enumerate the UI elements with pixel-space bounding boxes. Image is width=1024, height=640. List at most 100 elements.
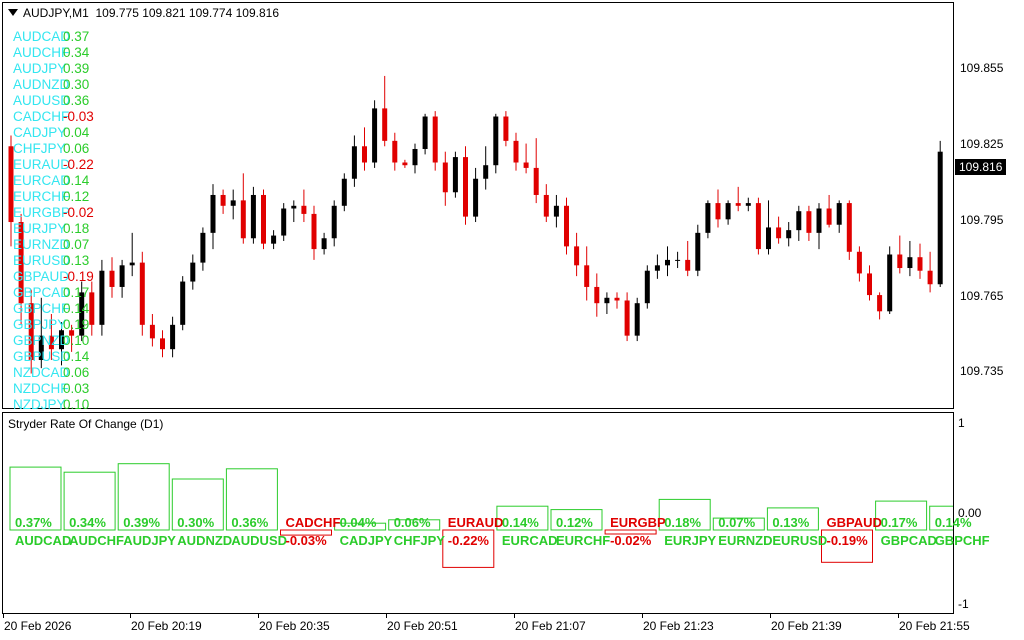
candle-body	[614, 297, 620, 301]
candle-body	[129, 262, 135, 266]
roc-bar-symbol: GBPCHF	[934, 533, 990, 548]
candle	[442, 151, 448, 206]
candle	[907, 240, 913, 277]
candle	[422, 113, 428, 155]
price-chart-panel[interactable]	[2, 2, 954, 409]
roc-bar-value: -0.22%	[447, 533, 489, 548]
candle-body	[493, 116, 499, 166]
candle-body	[362, 146, 367, 163]
overlay-value: -0.19	[63, 269, 94, 284]
candle-body	[877, 295, 883, 312]
candle	[452, 151, 458, 198]
roc-bar-value: 0.30%	[177, 515, 215, 530]
roc-bar-value: 0.39%	[123, 515, 161, 530]
price-tick: 109.825	[960, 137, 1004, 151]
roc-bar-audjpy	[117, 463, 170, 531]
candle-body	[311, 213, 317, 250]
candle	[109, 257, 115, 298]
overlay-value: 0.14	[63, 301, 90, 316]
candle	[69, 324, 75, 352]
candle	[261, 189, 266, 250]
current-price-tag: 109.816	[955, 159, 1007, 175]
dropdown-triangle-icon[interactable]	[8, 9, 18, 16]
candle	[463, 146, 468, 225]
roc-bar-value: 0.17%	[880, 515, 918, 530]
time-label: 20 Feb 20:19	[131, 619, 202, 633]
candle	[351, 135, 357, 187]
candle	[867, 265, 872, 301]
candle	[483, 146, 489, 190]
overlay-symbol: CADJPY	[13, 125, 67, 140]
indicator-panel[interactable]	[2, 412, 954, 614]
candle-body	[937, 151, 943, 285]
roc-bar-symbol: AUDCAD	[15, 533, 72, 548]
candle-body	[109, 270, 115, 287]
candle-body	[412, 148, 418, 166]
candle	[149, 314, 155, 347]
candle	[240, 173, 246, 244]
candle	[28, 289, 34, 374]
roc-bar-value: 0.18%	[664, 515, 702, 530]
candle	[927, 251, 933, 293]
candle-body	[715, 203, 721, 220]
candle-body	[705, 203, 711, 233]
overlay-value: 0.18	[63, 221, 90, 236]
candle-body	[271, 235, 277, 244]
candle-body	[139, 262, 145, 325]
candle	[776, 216, 782, 244]
roc-bar-symbol: EURGBP	[610, 515, 666, 530]
overlay-symbol: EURAUD	[13, 157, 71, 172]
candle-body	[725, 203, 731, 220]
candle-body	[846, 203, 852, 252]
candle	[543, 184, 549, 223]
candle	[826, 194, 832, 228]
roc-bar-value: 0.12%	[556, 515, 593, 530]
candle	[38, 297, 44, 369]
overlay-symbol: GBPAUD	[13, 269, 70, 284]
candle	[877, 292, 883, 320]
indicator-title: Stryder Rate Of Change (D1)	[8, 417, 164, 431]
candle-body	[190, 262, 196, 282]
candle	[523, 143, 529, 174]
candle-body	[89, 292, 95, 325]
overlay-symbol: AUDCHF	[13, 45, 70, 60]
overlay-symbol: EURCHF	[13, 189, 70, 204]
candle-body	[59, 330, 64, 350]
candle	[372, 100, 378, 168]
candle-body	[341, 178, 347, 206]
roc-bar-eurjpy	[658, 498, 711, 531]
overlay-symbol: AUDUSD	[13, 93, 71, 108]
roc-bar-eurgbp	[604, 529, 657, 535]
candle	[170, 316, 176, 358]
roc-bar-value: 0.06%	[393, 515, 431, 530]
candle	[695, 224, 701, 277]
candle	[574, 232, 580, 277]
overlay-value: -0.22	[63, 157, 94, 172]
candle-body	[533, 167, 539, 195]
overlay-value: 0.06	[63, 141, 90, 156]
candle-body	[553, 205, 559, 217]
roc-bar-eurchf	[550, 509, 603, 531]
candle	[89, 281, 95, 336]
overlay-symbol: NZDJPY	[13, 397, 66, 412]
candle	[584, 246, 590, 301]
candle-body	[149, 324, 155, 339]
candle-body	[48, 335, 54, 350]
roc-bar-symbol: CADJPY	[339, 533, 393, 548]
candle	[180, 276, 186, 331]
overlay-symbol: CHFJPY	[13, 141, 66, 156]
candle-body	[543, 194, 549, 217]
candle	[321, 232, 327, 255]
candle	[139, 251, 145, 336]
price-tick: 109.735	[960, 364, 1004, 378]
roc-bar-value: -0.02%	[610, 533, 652, 548]
candle-body	[240, 200, 246, 239]
roc-bar-audnzd	[171, 478, 224, 531]
candle	[402, 159, 408, 168]
candle-body	[675, 259, 681, 261]
roc-bar-value: 0.37%	[15, 515, 52, 530]
time-label: 20 Feb 21:39	[771, 619, 842, 633]
candle	[341, 173, 347, 212]
candle	[644, 265, 650, 309]
candle-body	[826, 208, 832, 225]
